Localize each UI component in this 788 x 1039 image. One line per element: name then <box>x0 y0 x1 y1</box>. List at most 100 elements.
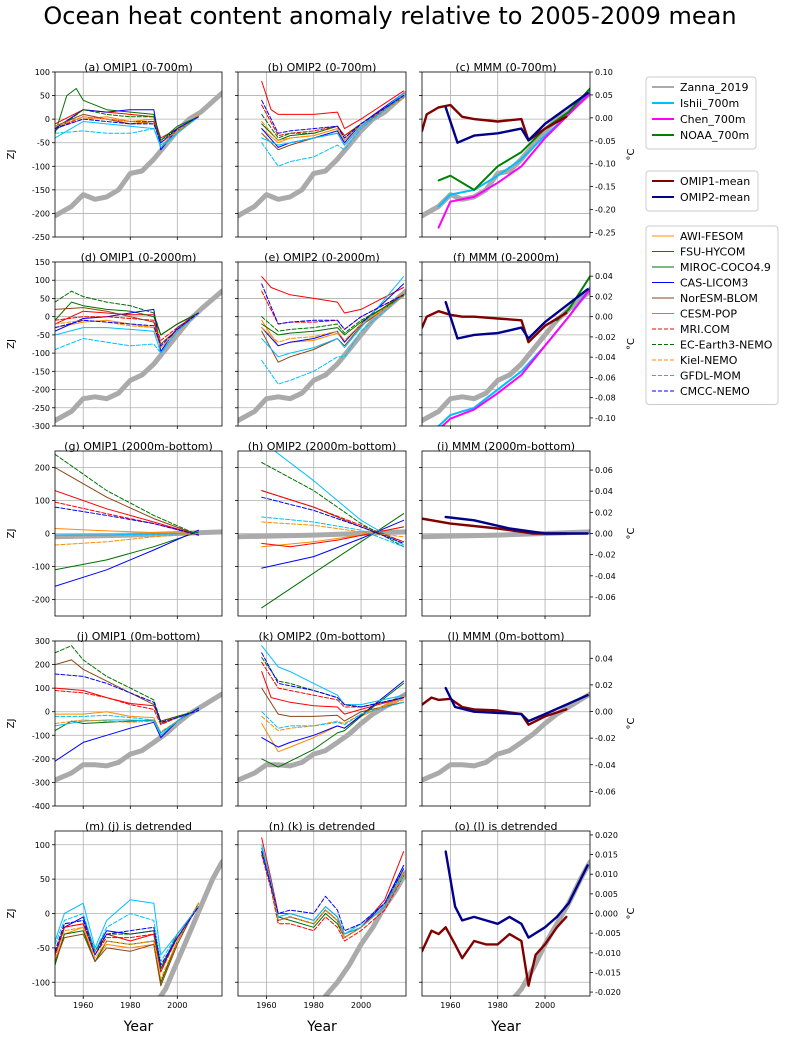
right-tick-label: 0.000 <box>595 910 618 919</box>
right-tick-label: 0.00 <box>595 530 613 539</box>
panel-0-1 <box>235 71 407 240</box>
series-line-omip2-mean <box>444 288 589 340</box>
y-tick-label: 0 <box>45 910 50 919</box>
panel-2-1 <box>235 450 407 619</box>
y-tick-label: 100 <box>35 68 50 77</box>
series-line-mri-com <box>261 854 405 942</box>
legend-label: EC-Earth3-NEMO <box>680 339 773 352</box>
right-tick-label: 0.02 <box>595 292 613 301</box>
series-line-gfdl-mom <box>261 294 405 385</box>
y-tick-label: -50 <box>37 139 50 148</box>
series-line-omip1-mean <box>422 696 568 726</box>
right-axis-label: °C <box>626 907 637 919</box>
y-tick-label: -250 <box>32 233 50 242</box>
y-tick-label: 100 <box>35 276 50 285</box>
y-tick-label: 50 <box>40 875 50 884</box>
right-tick-label: -0.005 <box>595 929 621 938</box>
legend-label: AWI-FESOM <box>680 230 743 243</box>
panel-title: (e) OMIP2 (0-2000m) <box>264 251 380 264</box>
series-line-miroc-coco4-9 <box>261 294 405 336</box>
right-tick-label: 0.010 <box>595 870 618 879</box>
panel-frame <box>421 640 591 807</box>
right-tick-label: -0.08 <box>595 394 616 403</box>
right-tick-label: -0.10 <box>595 414 616 423</box>
series-line-zanna-2019 <box>238 288 406 423</box>
panel-frame <box>54 261 223 427</box>
series-line-cmcc-nemo <box>55 116 199 144</box>
y-tick-label: -100 <box>32 349 50 358</box>
x-axis-label: Year <box>306 1019 337 1035</box>
right-tick-label: -0.05 <box>595 137 616 146</box>
panel-frame <box>54 71 223 238</box>
series-line-cmcc-nemo <box>261 652 405 708</box>
series-line-cas-licom3 <box>261 851 405 939</box>
legend-label: Ishii_700m <box>680 97 739 110</box>
left-axis-label: ZJ <box>6 719 17 729</box>
y-tick-label: 100 <box>35 841 50 850</box>
panel-4-1 <box>235 830 407 999</box>
series-line-cmcc-nemo <box>261 95 405 139</box>
y-tick-label: 0 <box>45 708 50 717</box>
series-line-cesm-pop <box>261 276 405 358</box>
series-line-noresm-blom <box>261 294 405 363</box>
right-tick-label: -0.04 <box>595 353 616 362</box>
x-tick-label: 1960 <box>440 1001 460 1010</box>
y-tick-label: -150 <box>32 367 50 376</box>
panel-3-0 <box>52 640 223 809</box>
legend-label: Chen_700m <box>680 113 746 126</box>
x-axis-label: Year <box>490 1019 521 1035</box>
series-line-omip1-mean <box>422 915 568 987</box>
panel-frame <box>421 261 591 427</box>
right-tick-label: 0.02 <box>595 508 613 517</box>
series-line-kiel-nemo <box>261 296 405 343</box>
series-line-kiel-nemo <box>55 533 199 546</box>
right-tick-label: 0.02 <box>595 681 613 690</box>
legend-label: CMCC-NEMO <box>680 385 750 398</box>
legend-label: GFDL-MOM <box>680 370 741 383</box>
legend-label: Kiel-NEMO <box>680 354 738 367</box>
series-line-omip2-mean <box>444 515 589 535</box>
series-line-cesm-pop <box>273 451 405 546</box>
series-line-kiel-nemo <box>261 699 405 732</box>
y-tick-label: -250 <box>32 404 50 413</box>
legend-box <box>645 76 757 150</box>
series-line-ec-earth3-nemo <box>261 296 405 334</box>
legend-label: FSU-HYCOM <box>680 246 745 259</box>
series-group <box>238 80 406 219</box>
series-line-fsu-hycom <box>261 671 405 715</box>
y-tick-label: 200 <box>35 661 50 670</box>
series-line-gfdl-mom <box>261 95 405 167</box>
series-line-cesm-pop <box>261 645 405 706</box>
y-tick-label: -200 <box>32 755 50 764</box>
series-line-kiel-nemo <box>55 116 199 144</box>
series-line-fsu-hycom <box>261 276 405 314</box>
x-tick-label: 2000 <box>535 1001 555 1010</box>
y-tick-label: -100 <box>32 563 50 572</box>
panel-4-2 <box>419 830 593 999</box>
legend-label: MRI.COM <box>680 323 730 336</box>
right-tick-label: -0.10 <box>595 160 616 169</box>
series-line-omip2-mean <box>444 92 589 144</box>
series-line-cesm-pop <box>261 844 405 935</box>
series-line-cas-licom3 <box>261 92 405 148</box>
legend-box <box>645 225 779 405</box>
series-line-cmcc-nemo <box>55 506 199 536</box>
panel-title: (n) (k) is detrended <box>269 820 376 833</box>
legend-observations: Zanna_2019 Ishii_700m Chen_700m NOAA_700m <box>645 76 757 150</box>
panel-1-1 <box>235 261 407 429</box>
series-group <box>55 453 222 587</box>
panel-title: (m) (j) is detrended <box>85 820 192 833</box>
series-line-mri-com <box>261 490 405 543</box>
series-line-cesm-pop <box>261 92 405 146</box>
series-line-omip2-mean <box>444 686 589 723</box>
y-tick-label: 0 <box>45 530 50 539</box>
right-tick-label: -0.15 <box>595 183 616 192</box>
series-line-cmcc-nemo <box>261 496 405 544</box>
series-line-zanna-2019 <box>55 288 222 423</box>
y-tick-label: -200 <box>32 596 50 605</box>
y-tick-label: 200 <box>35 464 50 473</box>
y-tick-label: -150 <box>32 186 50 195</box>
y-tick-label: 50 <box>40 92 50 101</box>
panel-frame <box>237 261 407 427</box>
panel-title: (i) MMM (2000m-bottom) <box>437 440 575 453</box>
